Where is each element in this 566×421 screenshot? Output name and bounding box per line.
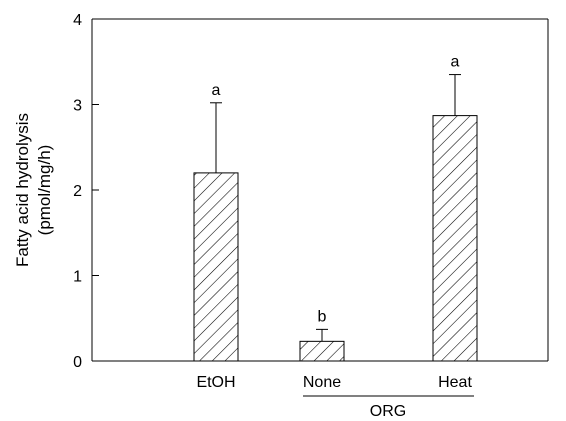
significance-label-EtOH: a — [212, 82, 221, 99]
y-tick-label-4: 4 — [73, 12, 82, 29]
y-ticks: 0 1 2 3 4 — [73, 12, 99, 371]
bars: a EtOH b None a Heat — [193, 54, 478, 391]
category-label-None: None — [303, 374, 341, 391]
y-tick-label-2: 2 — [73, 183, 82, 200]
category-label-EtOH: EtOH — [196, 374, 235, 391]
bar-None — [299, 340, 345, 362]
significance-label-Heat: a — [451, 54, 460, 71]
y-tick-label-1: 1 — [73, 269, 82, 286]
bar-Heat — [432, 115, 478, 362]
group-label: ORG — [370, 403, 406, 420]
category-label-Heat: Heat — [438, 374, 472, 391]
bar-EtOH — [193, 172, 239, 362]
y-axis-title-line2: (pmol/mg/h) — [35, 145, 54, 236]
y-axis-title-line1: Fatty acid hydrolysis — [13, 113, 32, 267]
y-tick-label-3: 3 — [73, 98, 82, 115]
significance-label-None: b — [318, 308, 327, 325]
y-tick-label-0: 0 — [73, 354, 82, 371]
